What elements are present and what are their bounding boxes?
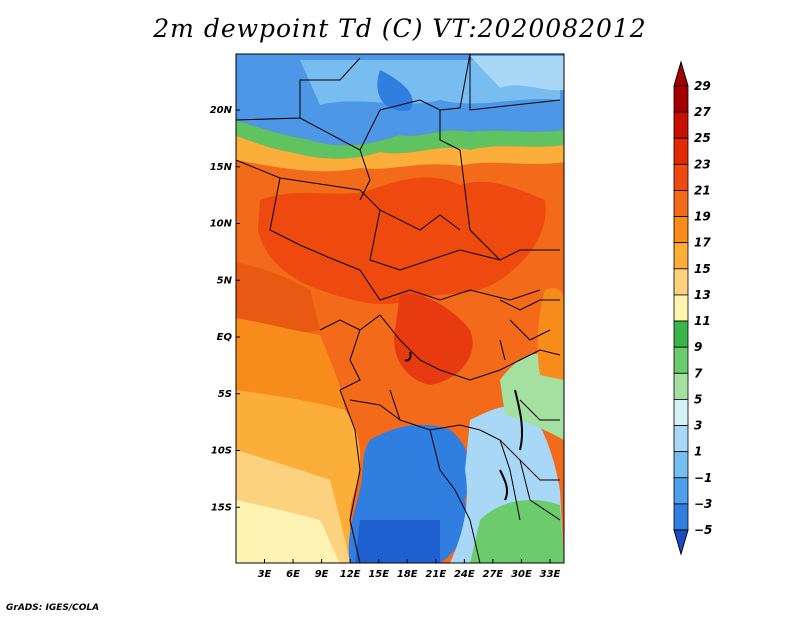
colorbar-segment [673,111,689,139]
colorbar-segment [673,451,689,479]
latitude-labels: 20N 15N 10N 5N EQ 5S 10S 15S [210,105,240,513]
east-highlands [537,288,564,380]
sahara-dark-patch [377,70,413,111]
colorbar-segment [673,477,689,505]
colorbar: 29 27 25 23 21 19 17 15 13 11 9 7 5 3 1 −1 −3 −5 [673,60,712,556]
dewpoint-field [236,54,564,563]
colorbar-label: 9 [694,340,702,354]
colorbar-segment [673,137,689,165]
gulf-ocean [236,318,345,418]
colorbar-segment [673,372,689,400]
colorbar-segment [673,503,689,531]
colorbar-segment [673,294,689,322]
country-borders [235,53,561,564]
lon-label: 6E [286,569,300,580]
lat-label: 5S [218,389,232,400]
colorbar-label: −3 [694,497,712,511]
colorbar-label: 17 [694,236,711,250]
colorbar-segment [673,190,689,217]
southern-dark-zone [355,520,440,563]
lon-label: 12E [340,569,361,580]
lat-label: 15N [210,162,233,173]
gulf-ocean-warm [236,262,320,333]
sahel-green-band [236,120,564,159]
lat-label: 5N [217,275,233,286]
colorbar-segment [673,425,689,453]
colorbar-label: 19 [694,210,711,224]
colorbar-label: 23 [694,157,711,171]
lat-label: EQ [217,332,233,343]
lat-label: 15S [211,502,232,513]
lat-label: 10N [210,219,233,230]
east-green-south [470,500,564,563]
colorbar-label: −1 [694,471,712,485]
credit-label: GrADS: IGES/COLA [6,603,100,613]
colorbar-label: 11 [694,314,711,328]
chart-title: 2m dewpoint Td (C) VT:2020082012 [153,14,647,43]
colorbar-label: 15 [694,262,711,276]
colorbar-segment [673,346,689,374]
colorbar-segment [673,268,689,296]
colorbar-label: 7 [694,366,703,380]
colorbar-label: 5 [694,392,702,406]
northeast-pale-zone [470,56,564,91]
lon-label: 27E [483,569,504,580]
colorbar-bottom-arrow [673,529,689,556]
colorbar-segment [673,399,689,426]
colorbar-label: 3 [694,419,702,433]
lon-label: 30E [511,569,532,580]
colorbar-segment [673,242,689,270]
colorbar-label: 1 [694,445,702,459]
colorbar-label: 25 [694,131,711,145]
humid-core [258,177,546,305]
lat-label: 20N [210,105,233,116]
colorbar-top-arrow [673,60,689,87]
colorbar-label: 21 [694,183,711,197]
lon-label: 21E [425,569,446,580]
colorbar-label: 27 [694,105,711,119]
sahel-orange-band [236,136,564,172]
colorbar-segment [673,85,689,113]
lon-label: 3E [258,569,272,580]
colorbar-segment [673,216,689,244]
lon-label: 24E [454,569,475,580]
lat-label: 10S [211,446,232,457]
colorbar-segment [673,163,689,191]
lon-label: 18E [397,569,418,580]
lon-label: 9E [315,569,329,580]
colorbar-segment [673,320,689,348]
colorbar-label: 13 [694,288,711,302]
colorbar-label: −5 [694,523,712,537]
lon-label: 33E [540,569,561,580]
colorbar-label: 29 [694,79,711,93]
congo-core [394,294,473,385]
lon-label: 15E [368,569,389,580]
south-atlantic-yellow [236,500,340,563]
map-frame [235,53,565,564]
longitude-labels: 3E 6E 9E 12E 15E 18E 21E 24E 27E 30E 33E [258,559,561,580]
